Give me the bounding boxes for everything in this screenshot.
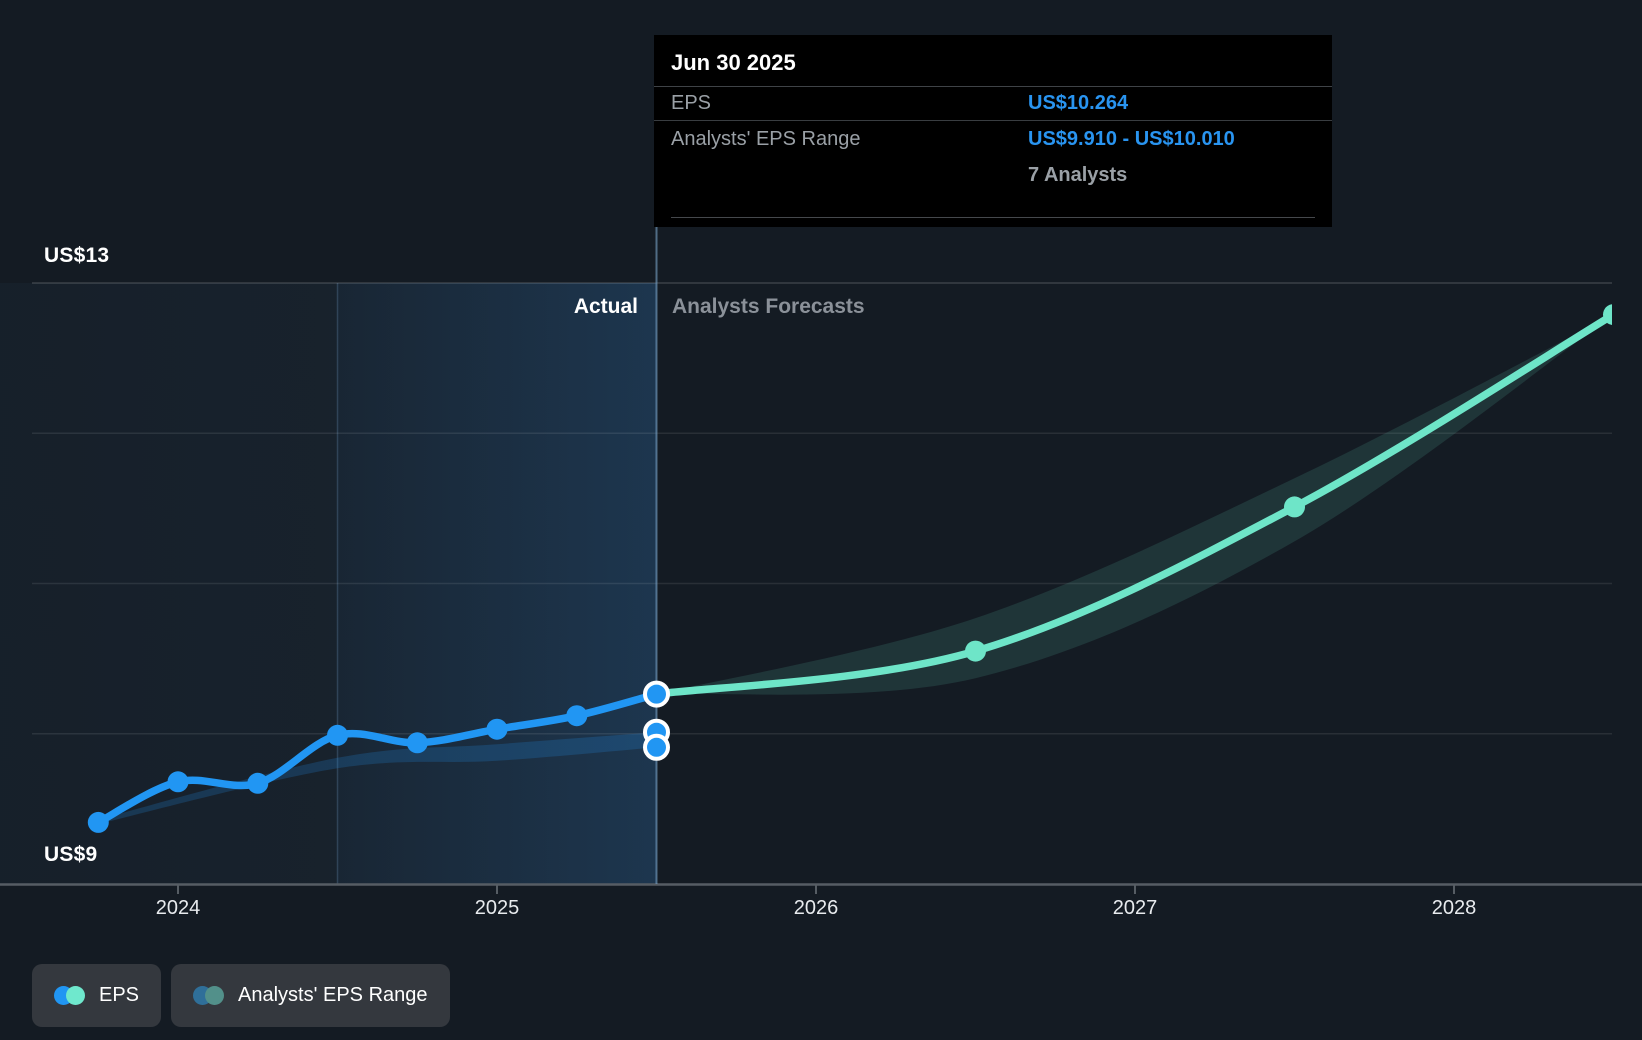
actual-region-label: Actual (573, 295, 638, 318)
tooltip-range-value: US$9.910 - US$10.010 (1028, 128, 1235, 150)
x-axis-label-2025: 2025 (474, 897, 520, 919)
eps-forecast-point[interactable] (965, 640, 986, 662)
analysts-range-actual-band (98, 732, 657, 824)
analysts-range-forecast-band (656, 315, 1612, 695)
tooltip-analyst-count: 7 Analysts (1028, 164, 1128, 186)
x-axis-label-2028: 2028 (1431, 897, 1477, 919)
y-axis-label-bottom: US$9 (44, 843, 98, 866)
legend-item-eps-label: EPS (99, 984, 140, 1006)
tooltip-date-title: Jun 30 2025 (654, 35, 1332, 87)
x-axis-label-2024: 2024 (155, 897, 201, 919)
eps-actual-point[interactable] (87, 811, 109, 833)
legend-item-range-label: Analysts' EPS Range (238, 984, 428, 1006)
eps-legend-icon (54, 986, 85, 1005)
tooltip-range-label: Analysts' EPS Range (671, 128, 861, 150)
tooltip-divider (671, 217, 1315, 218)
range-legend-dot-teal-icon (205, 986, 225, 1005)
eps-actual-point[interactable] (167, 771, 189, 793)
highlighted-point[interactable] (643, 680, 670, 708)
plot-layer (87, 304, 1624, 833)
tooltip-eps-row: EPS US$10.264 (654, 87, 1332, 121)
eps-actual-point[interactable] (566, 705, 588, 727)
eps-forecast-point[interactable] (1284, 496, 1305, 518)
eps-actual-point[interactable] (327, 724, 348, 746)
eps-actual-point[interactable] (406, 732, 428, 754)
legend-item-analysts-eps-range[interactable]: Analysts' EPS Range (171, 964, 450, 1027)
eps-forecast-point[interactable] (1603, 304, 1624, 325)
legend-item-eps[interactable]: EPS (32, 964, 162, 1027)
highlighted-point[interactable] (643, 733, 670, 761)
range-legend-icon (193, 986, 225, 1005)
y-axis-label-top: US$13 (44, 244, 110, 267)
tooltip-eps-label: EPS (671, 92, 712, 114)
last-12-months-highlight-band (337, 283, 657, 884)
eps-forecast-line (652, 311, 1612, 698)
x-axis-label-2027: 2027 (1112, 897, 1158, 919)
forecast-region-label: Analysts Forecasts (672, 295, 865, 318)
x-axis-label-2026: 2026 (793, 897, 839, 919)
eps-legend-dot-teal-icon (66, 986, 85, 1005)
eps-actual-point[interactable] (247, 772, 269, 794)
eps-actual-point[interactable] (486, 718, 508, 740)
chart-legend: EPS Analysts' EPS Range (32, 964, 450, 1027)
tooltip-eps-value: US$10.264 (1028, 92, 1129, 114)
x-axis-labels: 2024 2025 2026 2027 2028 (0, 897, 1642, 927)
data-point-tooltip: Jun 30 2025 EPS US$10.264 Analysts' EPS … (654, 35, 1332, 227)
tooltip-range-row: Analysts' EPS Range US$9.910 - US$10.010 (654, 121, 1332, 156)
